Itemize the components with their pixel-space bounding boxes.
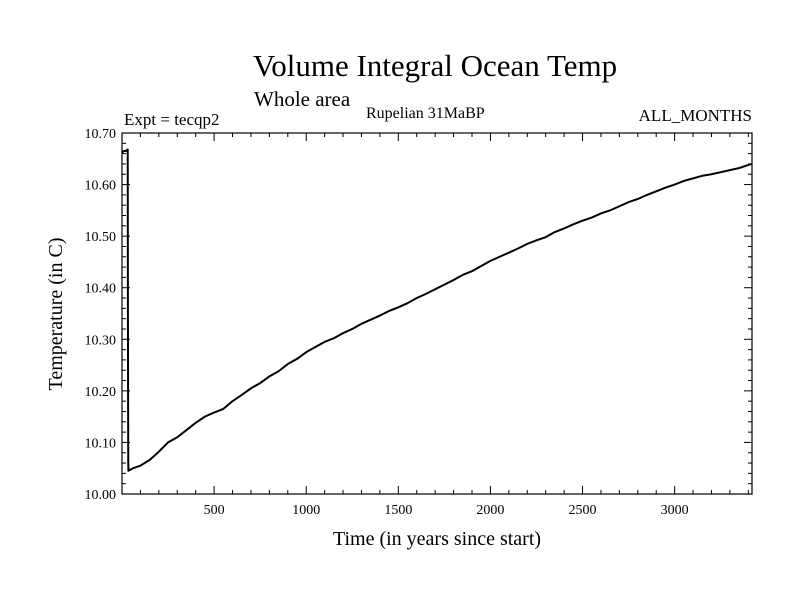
- y-tick-label: 10.70: [85, 127, 117, 142]
- x-tick-label: 3000: [661, 503, 689, 518]
- y-axis-label: Temperature (in C): [45, 238, 67, 391]
- x-axis-label: Time (in years since start): [333, 528, 541, 550]
- y-tick-label: 10.60: [85, 179, 117, 194]
- plot-frame: [121, 132, 753, 495]
- chart-title: Volume Integral Ocean Temp: [253, 48, 617, 83]
- y-tick-label: 10.50: [85, 230, 117, 245]
- y-tick-label: 10.20: [85, 385, 117, 400]
- y-tick-label: 10.30: [85, 333, 117, 348]
- experiment-label: Expt = tecqp2: [124, 110, 220, 129]
- x-tick-label: 2500: [569, 503, 597, 518]
- months-label: ALL_MONTHS: [639, 106, 752, 125]
- axes: [121, 132, 753, 495]
- chart-subtitle: Whole area: [254, 87, 351, 111]
- period-label: Rupelian 31MaBP: [366, 105, 485, 122]
- x-tick-label: 1000: [292, 503, 320, 518]
- x-tick-label: 2000: [476, 503, 504, 518]
- temperature-series-line: [121, 148, 753, 472]
- x-tick-label: 1500: [384, 503, 412, 518]
- y-tick-label: 10.10: [85, 436, 117, 451]
- y-tick-label: 10.40: [85, 282, 117, 297]
- y-tick-label: 10.00: [85, 488, 117, 503]
- x-tick-label: 500: [204, 503, 225, 518]
- series-layer: [121, 148, 753, 472]
- axis-ticks: 500 1000 1500 2000 2500 3000 10.00 10.10 10.20 10…: [85, 127, 752, 518]
